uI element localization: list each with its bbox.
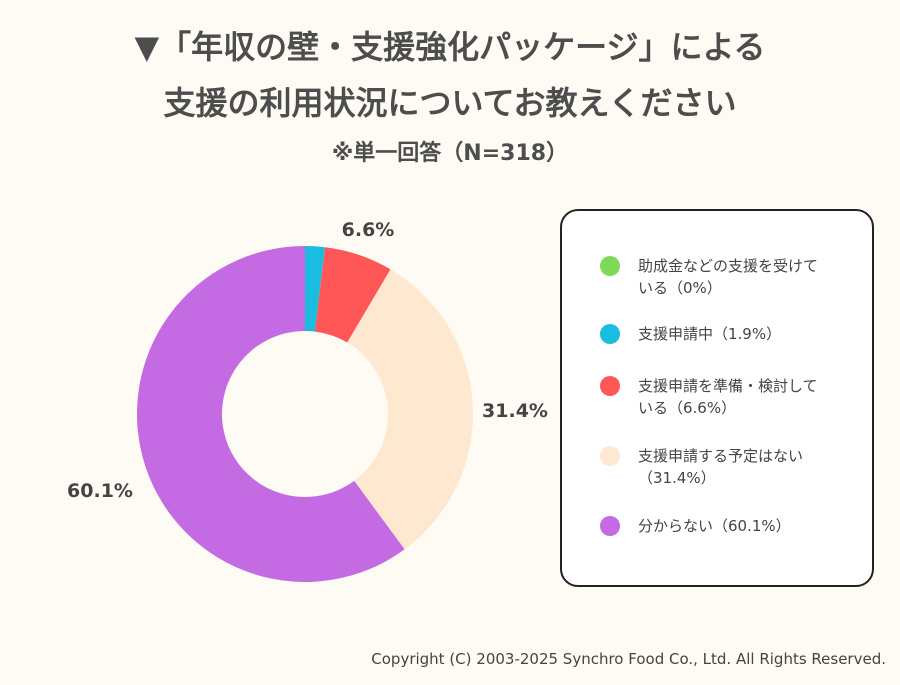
legend-item-received: 助成金などの支援を受けて いる（0%） [600,255,840,299]
legend: 助成金などの支援を受けて いる（0%） 支援申請中（1.9%） 支援申請を準備・検… [560,209,874,587]
donut-slice-3 [347,269,474,550]
legend-label-line1: 支援申請する予定はない [638,447,804,465]
legend-label-line2: いる（6.6%） [638,399,737,417]
legend-swatch [600,256,620,276]
chart-subtitle-note: ※単一回答（N=318） [331,141,569,166]
legend-label-line1: 助成金などの支援を受けて [638,257,819,275]
copyright: Copyright (C) 2003-2025 Synchro Food Co.… [371,650,886,668]
donut-slice-4 [137,246,405,582]
legend-swatch [600,446,620,466]
legend-label: 助成金などの支援を受けて いる（0%） [638,255,818,299]
legend-label: 支援申請する予定はない （31.4%） [638,445,803,489]
legend-item-applying: 支援申請中（1.9%） [600,323,840,345]
legend-label: 分からない（60.1%） [638,517,791,535]
legend-label-line2: いる（0%） [638,279,722,297]
legend-label: 支援申請を準備・検討して いる（6.6%） [638,375,818,419]
chart-title-line1: ▼「年収の壁・支援強化パッケージ」による [134,28,766,66]
legend-label: 支援申請中（1.9%） [638,325,782,343]
legend-swatch [600,324,620,344]
donut-slice-1 [305,246,326,332]
legend-label-line1: 支援申請を準備・検討して [638,377,818,395]
legend-swatch [600,376,620,396]
donut-slice-2 [314,247,391,343]
legend-item-not-planning: 支援申請する予定はない （31.4%） [600,445,840,489]
chart-title-line2: 支援の利用状況についてお教えください [163,84,737,122]
data-label-4: 60.1% [67,480,133,502]
legend-item-preparing: 支援申請を準備・検討して いる（6.6%） [600,375,840,419]
legend-swatch [600,516,620,536]
legend-label-line2: （31.4%） [638,469,716,487]
data-label-3: 31.4% [482,400,548,422]
data-label-2: 6.6% [342,219,395,241]
legend-item-unknown: 分からない（60.1%） [600,515,840,537]
